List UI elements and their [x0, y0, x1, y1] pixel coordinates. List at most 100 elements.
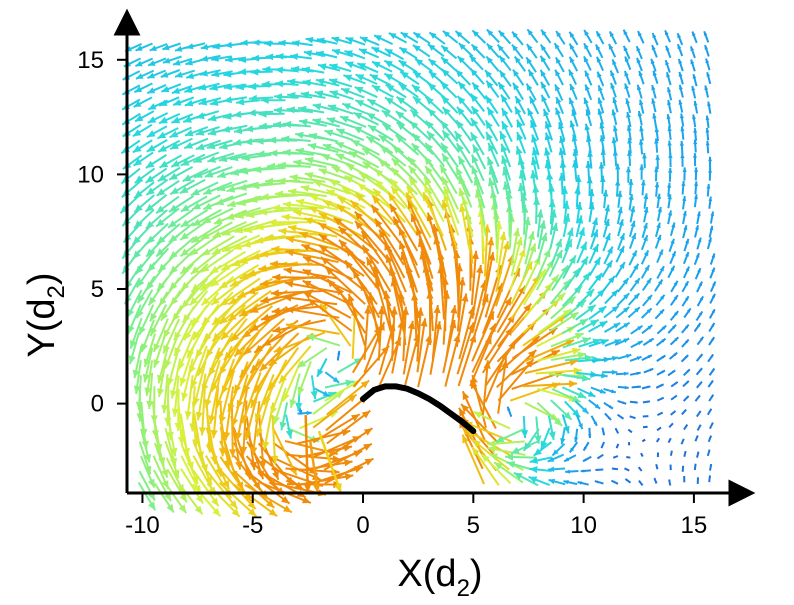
- vector-arrow: [574, 400, 590, 415]
- vector-arrow: [219, 469, 257, 510]
- vector-arrow: [206, 482, 241, 518]
- vector-arrow: [640, 452, 644, 457]
- vector-arrow: [628, 193, 634, 211]
- vector-arrow: [707, 353, 715, 363]
- vector-arrow: [198, 97, 222, 106]
- vector-arrow: [694, 167, 699, 181]
- vector-arrow: [627, 292, 641, 306]
- vector-arrow: [363, 305, 372, 360]
- vector-arrow: [132, 139, 153, 154]
- vector-arrow: [642, 294, 653, 307]
- vector-arrow: [512, 69, 525, 86]
- vector-arrow: [522, 243, 537, 279]
- vector-arrow: [651, 84, 657, 99]
- vector-arrow: [470, 154, 485, 182]
- vector-arrow: [180, 208, 209, 228]
- vector-arrow: [563, 299, 587, 319]
- vector-arrow: [230, 305, 274, 342]
- vector-arrow: [345, 36, 366, 46]
- vector-arrow: [454, 130, 471, 155]
- vector-arrow: [635, 45, 643, 60]
- vector-arrow: [173, 319, 194, 357]
- vector-arrow: [229, 402, 237, 458]
- vector-arrow: [284, 280, 339, 294]
- vector-arrow: [559, 135, 566, 156]
- vector-arrow: [195, 126, 220, 136]
- vector-arrow: [521, 416, 529, 439]
- vector-arrow: [354, 86, 378, 99]
- vector-arrow: [681, 323, 690, 334]
- vector-arrow: [242, 317, 285, 356]
- vector-arrow: [160, 69, 181, 78]
- vector-arrow: [641, 222, 648, 239]
- vector-arrow: [211, 235, 248, 256]
- vector-arrow: [140, 319, 155, 353]
- vector-arrow: [215, 358, 236, 409]
- vector-arrow: [614, 261, 626, 278]
- vector-arrow: [369, 73, 392, 87]
- vector-arrow: [575, 256, 589, 278]
- vector-arrow: [423, 155, 445, 184]
- y-axis-ticks: 0 5 10 15: [77, 47, 127, 418]
- vector-arrow: [622, 45, 631, 60]
- vector-arrow: [667, 265, 676, 279]
- vector-arrow: [540, 29, 552, 44]
- vector-arrow: [484, 119, 499, 142]
- vector-arrow: [133, 82, 153, 94]
- vector-arrow: [604, 412, 612, 421]
- vector-arrow: [190, 345, 208, 389]
- vector-arrow: [678, 71, 684, 85]
- vector-arrow: [561, 318, 589, 335]
- vector-arrow: [180, 153, 206, 167]
- vector-arrow: [597, 97, 605, 114]
- vector-arrow: [219, 291, 259, 325]
- vector-arrow: [588, 256, 602, 277]
- vector-arrow: [344, 259, 378, 305]
- vector-arrow: [306, 334, 341, 347]
- x-tick-label: 15: [681, 512, 708, 539]
- vector-arrow: [650, 58, 657, 72]
- vector-arrow: [423, 184, 445, 223]
- vector-arrow: [253, 166, 286, 174]
- vector-arrow: [696, 477, 699, 484]
- vector-arrow: [496, 285, 527, 334]
- vector-arrow: [211, 304, 247, 342]
- vector-arrow: [575, 304, 597, 321]
- vector-arrow: [428, 31, 446, 45]
- vector-arrow: [488, 452, 524, 471]
- vector-arrow: [652, 70, 659, 85]
- vector-arrow: [588, 320, 608, 333]
- vector-arrow: [596, 453, 604, 460]
- vector-arrow: [326, 117, 354, 129]
- vector-arrow: [642, 425, 648, 429]
- vector-arrow: [285, 414, 293, 439]
- vector-arrow: [241, 153, 272, 162]
- vector-arrow: [682, 195, 687, 210]
- vector-arrow: [640, 234, 649, 251]
- vector-arrow: [601, 427, 606, 436]
- vector-arrow: [185, 42, 206, 50]
- vector-arrow: [707, 379, 714, 388]
- vector-arrow: [615, 245, 625, 263]
- vector-arrow: [588, 305, 607, 321]
- vector-arrow: [193, 165, 221, 179]
- vector-arrow: [665, 45, 672, 59]
- vector-arrow: [209, 250, 247, 275]
- vector-arrow: [307, 297, 353, 332]
- vector-arrow: [627, 306, 641, 319]
- vector-arrow: [218, 402, 226, 457]
- vector-arrow: [244, 125, 272, 133]
- vector-arrow: [204, 166, 233, 178]
- vector-arrow: [525, 83, 537, 101]
- vector-arrow: [656, 324, 667, 335]
- vector-arrow: [142, 347, 154, 383]
- vector-arrow: [195, 139, 222, 151]
- vector-arrow: [628, 249, 638, 266]
- vector-arrow: [345, 163, 379, 183]
- vector-arrow: [134, 167, 156, 184]
- vector-arrow: [510, 440, 539, 455]
- vector-arrow: [602, 189, 609, 209]
- vector-arrow: [655, 437, 661, 443]
- vector-arrow: [273, 106, 300, 114]
